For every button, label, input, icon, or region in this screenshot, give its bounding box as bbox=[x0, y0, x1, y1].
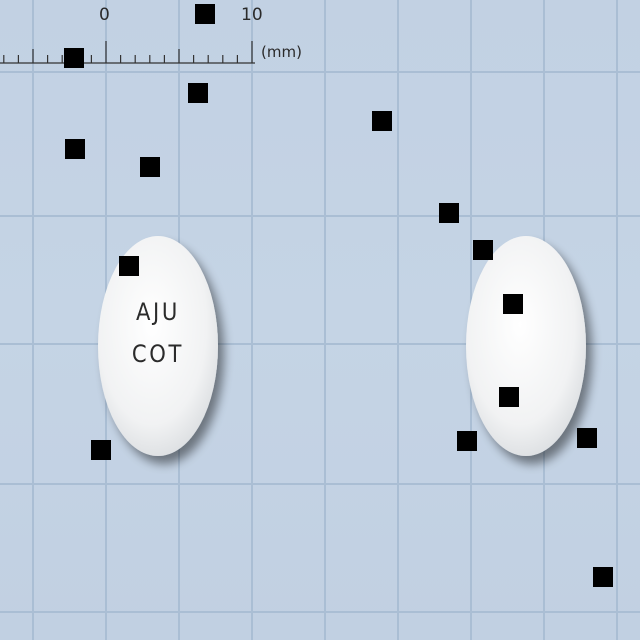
pill-back-shape bbox=[466, 236, 586, 456]
marker-square bbox=[503, 294, 523, 314]
marker-square bbox=[91, 440, 111, 460]
marker-square bbox=[593, 567, 613, 587]
ruler-tick-label-0: 0 bbox=[99, 5, 110, 25]
marker-square bbox=[473, 240, 493, 260]
marker-square bbox=[195, 4, 215, 24]
marker-square bbox=[119, 256, 139, 276]
marker-square bbox=[65, 139, 85, 159]
pill-front-imprint-line1: AJU bbox=[135, 298, 181, 326]
marker-square bbox=[140, 157, 160, 177]
ruler-unit-label: (mm) bbox=[261, 43, 302, 61]
pill-front-shape bbox=[98, 236, 218, 456]
marker-square bbox=[439, 203, 459, 223]
marker-square bbox=[457, 431, 477, 451]
ruler-ticks bbox=[3, 41, 253, 63]
marker-square bbox=[499, 387, 519, 407]
marker-square bbox=[64, 48, 84, 68]
ruler-tick-label-10: 10 bbox=[241, 5, 263, 25]
marker-square bbox=[372, 111, 392, 131]
pill-front-imprint-line2: COT bbox=[131, 340, 185, 368]
marker-square bbox=[188, 83, 208, 103]
marker-square bbox=[577, 428, 597, 448]
